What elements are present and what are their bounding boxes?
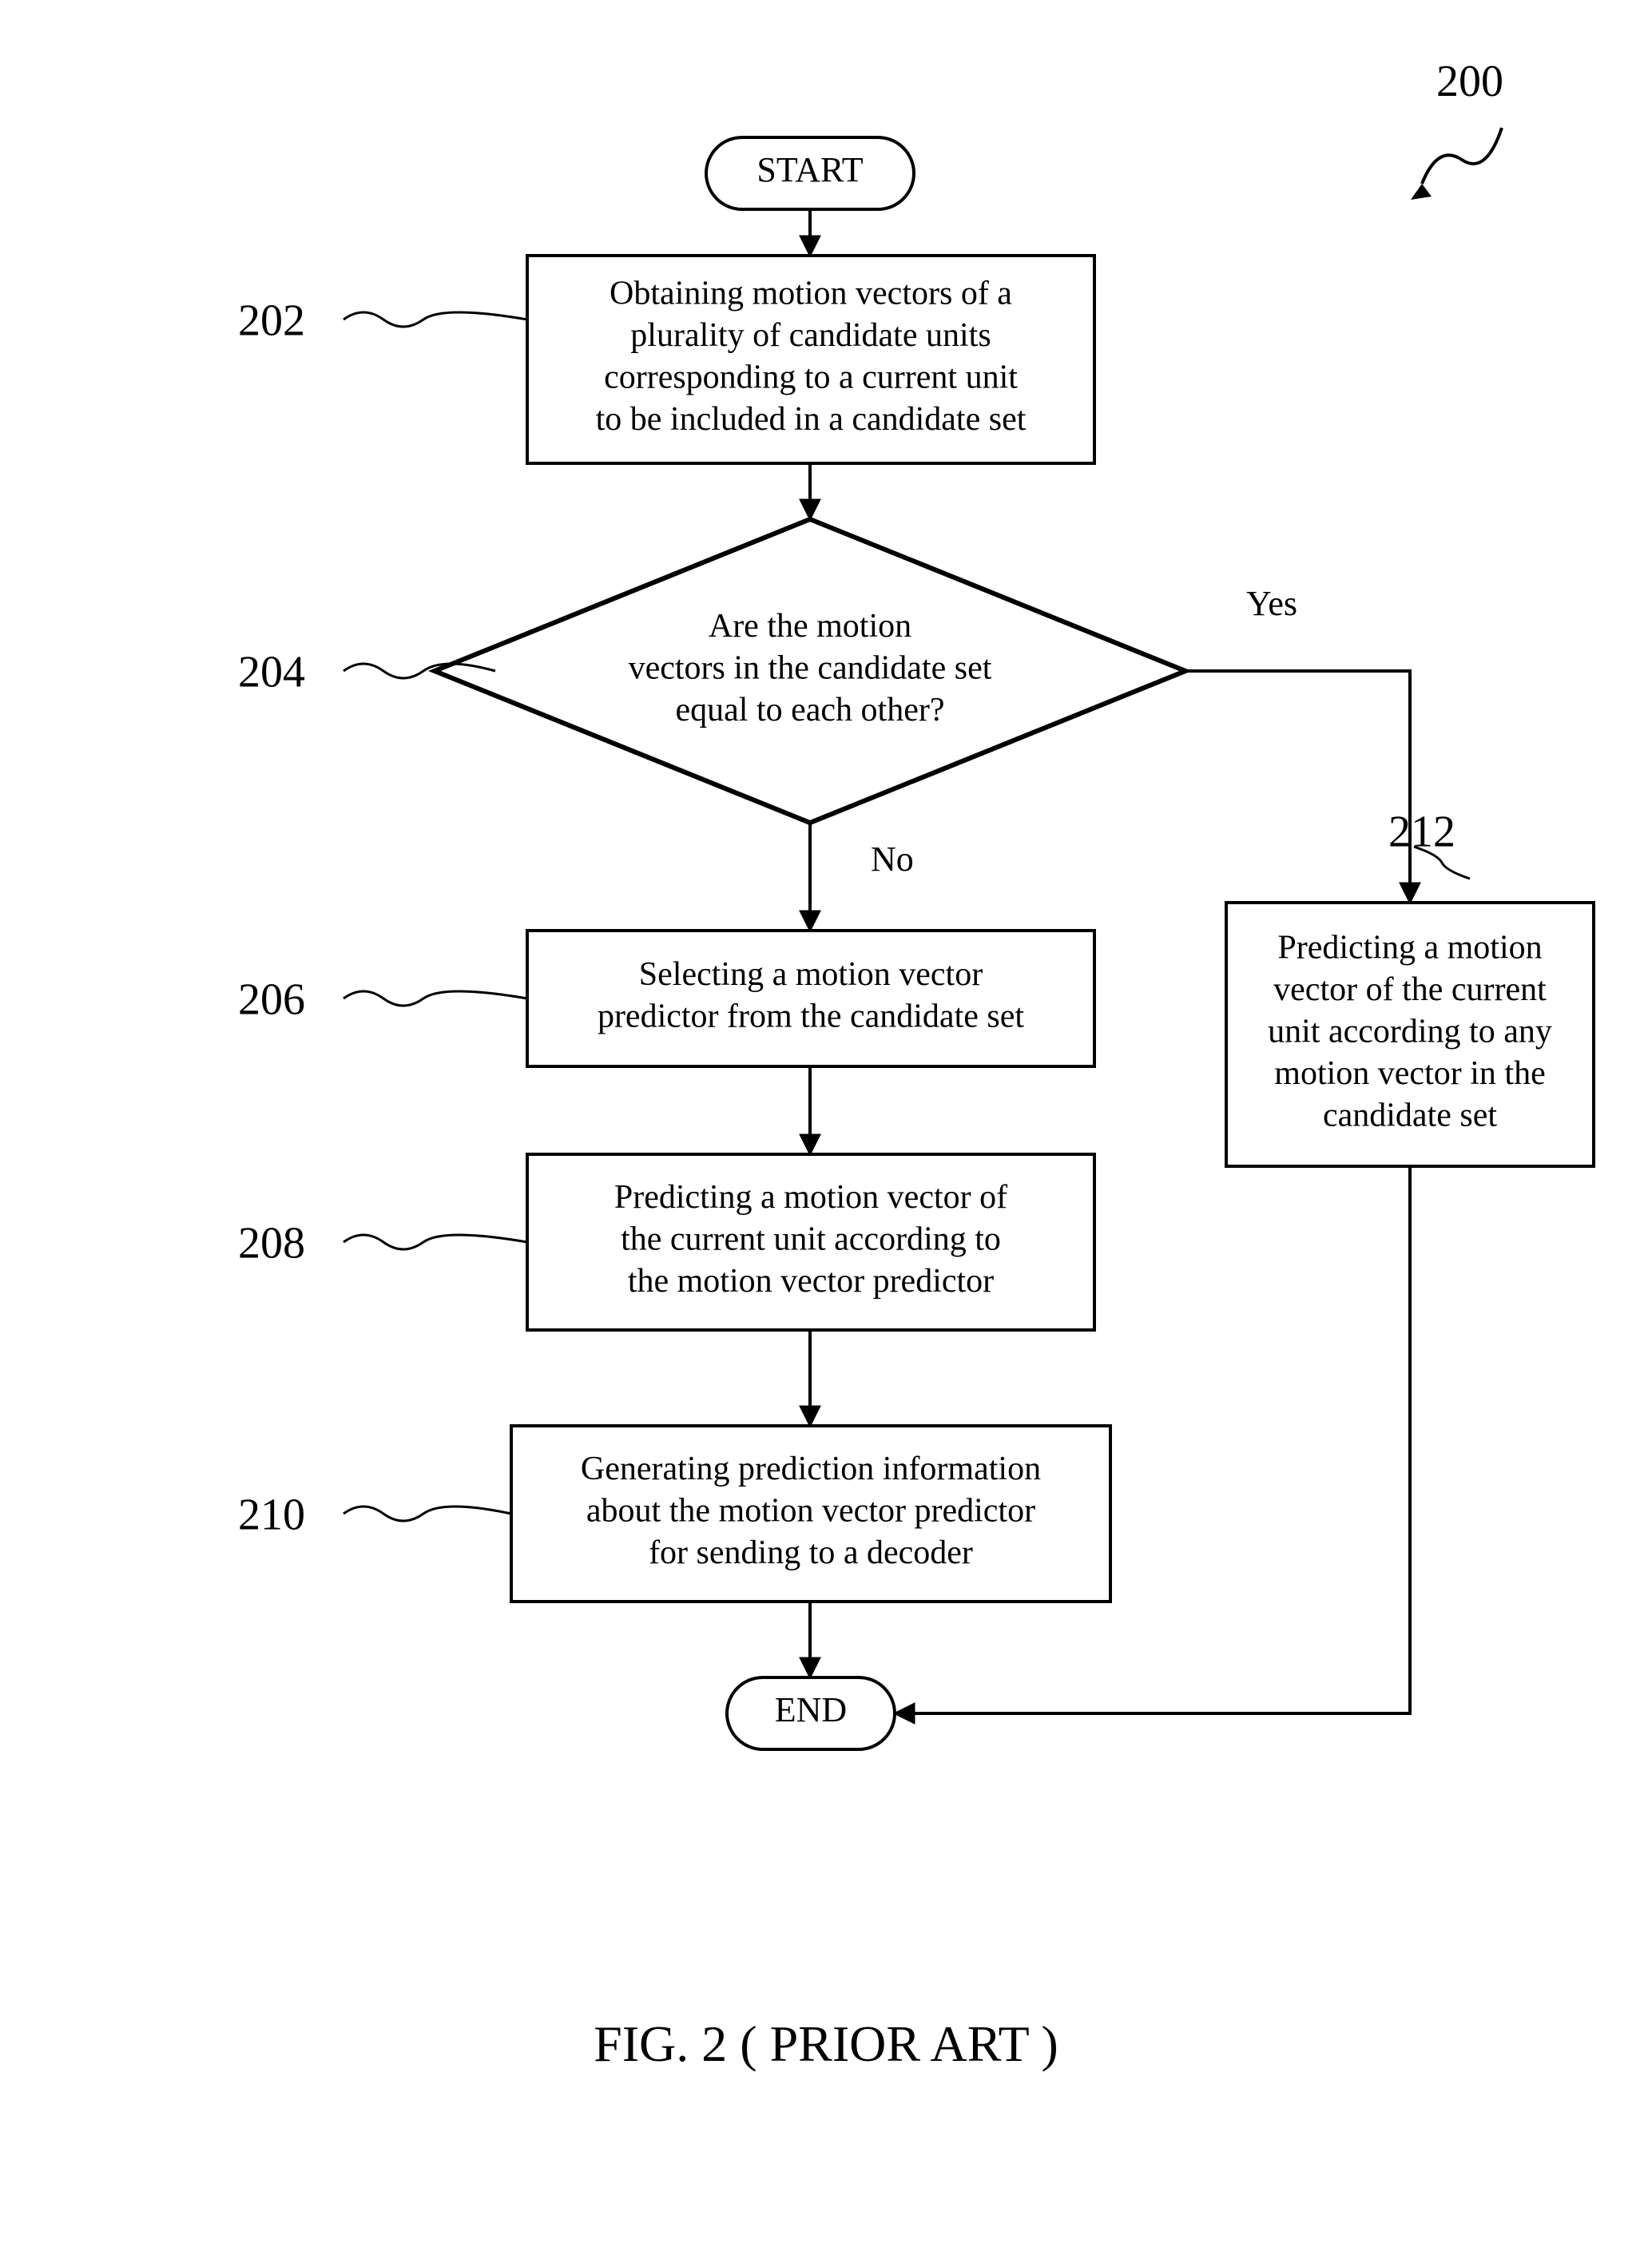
decision-yes-label: Yes: [1246, 584, 1297, 623]
ref-label-202: 202: [238, 296, 305, 346]
process-n208-text: Predicting a motion vector ofthe current…: [614, 1179, 1007, 1300]
terminal-end-label: END: [775, 1690, 847, 1729]
diagram-ref-label: 200: [1436, 57, 1503, 106]
decision-no-label: No: [871, 840, 914, 879]
terminal-start-label: START: [757, 150, 863, 189]
process-n210-text: Generating prediction informationabout t…: [581, 1451, 1041, 1571]
ref-label-206: 206: [238, 975, 305, 1025]
ref-label-204: 204: [238, 648, 305, 697]
ref-label-208: 208: [238, 1219, 305, 1268]
ref-label-210: 210: [238, 1491, 305, 1540]
figure-caption: FIG. 2 ( PRIOR ART ): [594, 2015, 1058, 2072]
